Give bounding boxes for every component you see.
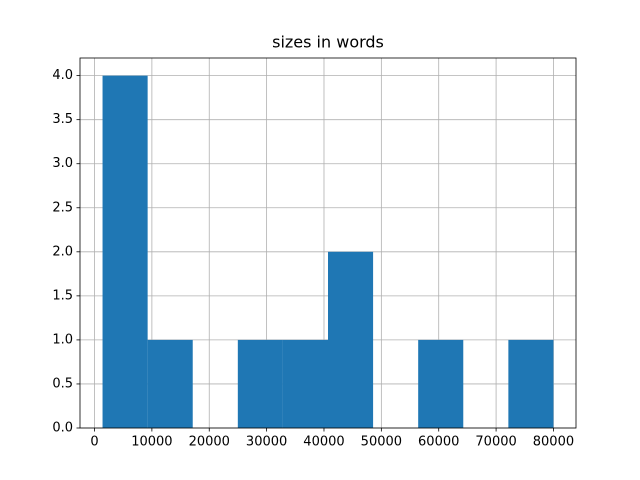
- x-tick-label: 70000: [475, 435, 516, 450]
- x-tick-label: 60000: [418, 435, 459, 450]
- y-tick-label: 0.5: [52, 376, 73, 391]
- bar: [508, 339, 554, 428]
- bar: [282, 339, 328, 428]
- x-tick-label: 80000: [533, 435, 574, 450]
- x-tick-label: 50000: [361, 435, 402, 450]
- x-tick-label: 40000: [303, 435, 344, 450]
- bar: [418, 339, 464, 428]
- y-tick-label: 3.5: [52, 112, 73, 127]
- bar: [147, 339, 193, 428]
- y-tick-label: 4.0: [52, 68, 73, 83]
- bar: [237, 339, 283, 428]
- chart-title: sizes in words: [272, 33, 384, 52]
- y-tick-label: 2.0: [52, 244, 73, 259]
- bar: [102, 75, 148, 428]
- x-tick-label: 20000: [189, 435, 230, 450]
- axes-frame: [79, 57, 577, 429]
- y-tick-label: 3.0: [52, 156, 73, 171]
- x-tick-label: 0: [90, 435, 98, 450]
- x-tick-label: 30000: [246, 435, 287, 450]
- y-tick-label: 1.0: [52, 332, 73, 347]
- y-tick-label: 0.0: [52, 421, 73, 436]
- bar: [328, 251, 374, 428]
- x-tick-label: 10000: [131, 435, 172, 450]
- y-tick-label: 1.5: [52, 288, 73, 303]
- y-tick-label: 2.5: [52, 200, 73, 215]
